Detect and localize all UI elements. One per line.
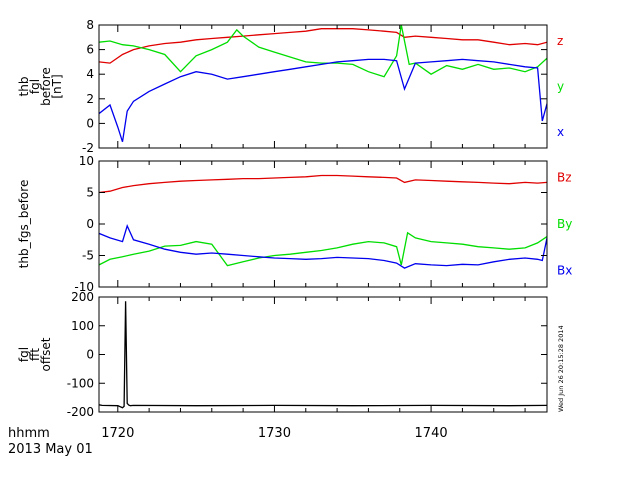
y-tick-label: 0 xyxy=(86,116,94,130)
y-tick-label: -5 xyxy=(82,249,94,263)
series-line-z xyxy=(99,28,547,64)
y-tick-label: 100 xyxy=(71,319,94,333)
y-tick-label: -100 xyxy=(67,376,94,390)
y-tick-label: -2 xyxy=(82,141,94,155)
y-tick-label: 0 xyxy=(86,217,94,231)
y-axis-label: [nT] xyxy=(50,74,64,98)
series-group-top xyxy=(99,25,547,142)
y-tick-label: 8 xyxy=(86,18,94,32)
series-group-bot xyxy=(99,301,547,409)
y-tick-label: 2 xyxy=(86,92,94,106)
legend-label-by: By xyxy=(557,217,572,231)
y-axis-label: before xyxy=(39,67,53,106)
panel-frame xyxy=(98,160,548,288)
y-tick-label: 6 xyxy=(86,43,94,57)
y-tick-label: -10 xyxy=(74,280,94,294)
panel-frame xyxy=(98,24,548,149)
series-group-mid xyxy=(99,174,547,269)
creation-timestamp: Wed Jun 26 20:15:28 2014 xyxy=(557,325,565,412)
y-tick-label: 0 xyxy=(86,348,94,362)
series-line-by xyxy=(99,231,547,267)
legend-label-bx: Bx xyxy=(557,264,572,278)
y-axis-label: offset xyxy=(39,337,53,371)
y-axis-label: thb_fgs_before xyxy=(17,180,31,269)
panels: -202468thbfglbefore[nT]zyx-10-50510thb_f… xyxy=(17,18,572,441)
panel-frame xyxy=(98,296,548,413)
series-line-bot-0 xyxy=(99,301,547,409)
x-tick-label: 1720 xyxy=(101,426,134,441)
y-tick-label: 200 xyxy=(71,290,94,304)
panel-mid: -10 -5 0 5 10 thb_fgs_before Bz By Bx xyxy=(17,154,572,294)
legend-label-z: z xyxy=(557,34,563,48)
x-tick-label: 1740 xyxy=(415,426,448,441)
legend-label-y: y xyxy=(557,80,564,94)
y-axis-label: fgl xyxy=(17,347,31,362)
y-tick-label: 5 xyxy=(86,186,94,200)
series-line-bz xyxy=(99,174,547,194)
y-axis-label: fgl xyxy=(28,79,42,94)
x-tick-label: 1730 xyxy=(258,426,291,441)
legend-label-x: x xyxy=(557,125,564,139)
y-tick-label: 4 xyxy=(86,67,94,81)
time-axis-label: hhmm xyxy=(8,426,50,441)
y-axis-label: fft xyxy=(28,348,42,361)
legend-label-bz: Bz xyxy=(557,170,572,184)
y-tick-label: 10 xyxy=(79,154,94,168)
date-label: 2013 May 01 xyxy=(8,442,93,457)
y-axis-label: thb xyxy=(17,77,31,97)
series-line-y xyxy=(99,25,547,78)
y-tick-label: -200 xyxy=(67,405,94,419)
series-line-bx xyxy=(99,224,547,269)
series-line-x xyxy=(99,58,547,142)
